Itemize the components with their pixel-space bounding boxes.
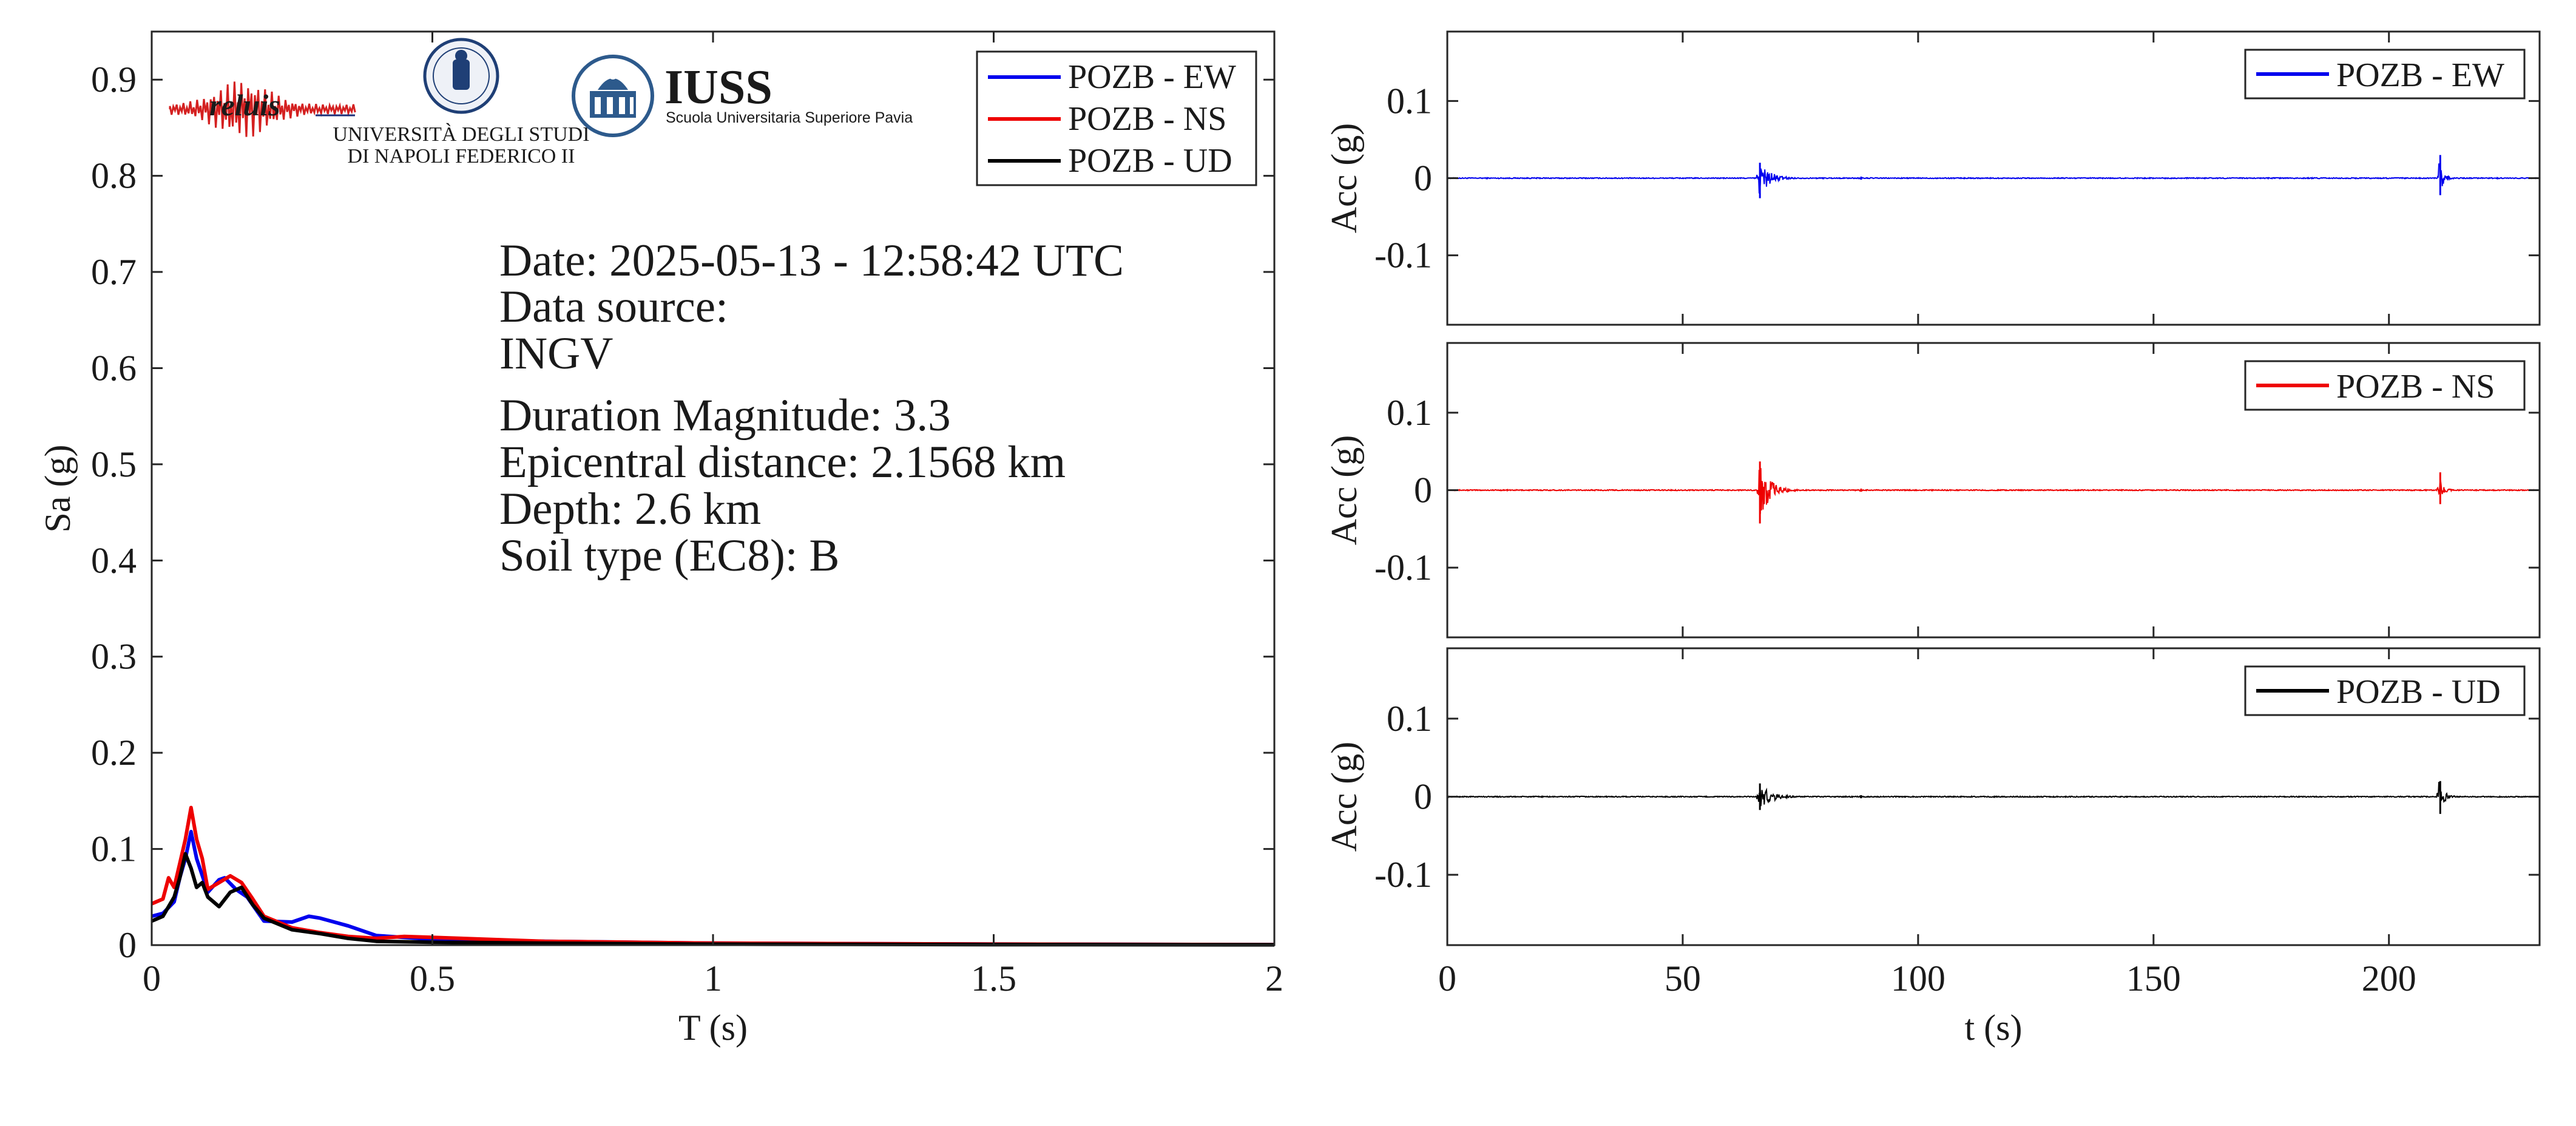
data-source-label: Data source: xyxy=(499,282,728,332)
soil-type: Soil type (EC8): B xyxy=(499,531,839,581)
y-tick-label: 0.3 xyxy=(91,637,137,677)
x-tick-label: 0 xyxy=(143,958,161,999)
event-date: Date: 2025-05-13 - 12:58:42 UTC xyxy=(499,236,1124,286)
y-tick-label: 0.1 xyxy=(91,829,137,869)
wave-trace xyxy=(169,81,356,137)
acc-y-axis-label: Acc (g) xyxy=(1324,435,1364,546)
spectrum-chart: 0 0.5 1 1.5 2 0 0.1 0.2 0.3 0.4 0.5 0.6 0.7 0.8 0.9 T… xyxy=(38,30,1283,1048)
x-tick-label: 150 xyxy=(2126,958,2181,999)
y-tick-label: 0 xyxy=(1414,777,1432,817)
iuss-emblem-icon xyxy=(572,55,654,137)
x-tick-label: 0 xyxy=(1438,958,1456,999)
y-tick-label: -0.1 xyxy=(1374,855,1432,895)
event-info: Date: 2025-05-13 - 12:58:42 UTC Data sou… xyxy=(499,236,1124,581)
y-tick-label: -0.1 xyxy=(1374,548,1432,588)
time-x-axis-label: t (s) xyxy=(1965,1008,2023,1048)
x-tick-label: 1.5 xyxy=(971,958,1016,999)
y-tick-label: 0.4 xyxy=(91,540,137,580)
acc-trace-ew xyxy=(1447,163,2540,194)
legend-label-ns: POZB - NS xyxy=(1068,100,1226,138)
reluis-wave-icon xyxy=(169,81,356,137)
y-tick-label: 0.7 xyxy=(91,252,137,292)
iuss-logo-subtitle: Scuola Universitaria Superiore Pavia xyxy=(666,109,913,126)
series-line-ud xyxy=(150,852,1275,947)
series-line-ew xyxy=(151,830,1275,947)
acc-y-axis-label: Acc (g) xyxy=(1324,742,1364,852)
x-tick-label: 1 xyxy=(704,958,722,999)
spectrum-y-axis-label: Sa (g) xyxy=(38,445,78,533)
y-tick-label: -0.1 xyxy=(1374,236,1432,276)
reluis-logo: reluis xyxy=(169,81,356,137)
iuss-logo: IUSS Scuola Universitaria Superiore Pavi… xyxy=(572,55,913,137)
duration-magnitude: Duration Magnitude: 3.3 xyxy=(499,390,951,441)
y-tick-label: 0.1 xyxy=(1387,393,1432,433)
y-tick-label: 0.8 xyxy=(91,156,137,196)
legend-box xyxy=(2244,665,2526,716)
data-source: INGV xyxy=(499,328,613,379)
legend-label: POZB - NS xyxy=(2336,368,2495,405)
epicentral-distance: Epicentral distance: 2.1568 km xyxy=(499,437,1066,487)
x-tick-label: 100 xyxy=(1891,958,1946,999)
unina-logo-line1: UNIVERSITÀ DEGLI STUDI xyxy=(333,123,589,146)
acc-y-axis-label: Acc (g) xyxy=(1324,123,1364,234)
acc-trace-ns xyxy=(1447,468,2540,514)
unina-logo: UNIVERSITÀ DEGLI STUDI DI NAPOLI FEDERIC… xyxy=(333,38,590,168)
y-tick-label: 0 xyxy=(118,925,137,965)
depth: Depth: 2.6 km xyxy=(499,484,761,534)
reluis-logo-text: reluis xyxy=(209,88,280,122)
spectrum-curves xyxy=(150,805,1275,947)
legend-label: POZB - UD xyxy=(2336,673,2501,711)
y-tick-label: 0 xyxy=(1414,158,1432,198)
legend-label-ew: POZB - EW xyxy=(1068,58,1236,96)
acc-legend-ew: POZB - EW xyxy=(2244,49,2526,100)
x-tick-label: 50 xyxy=(1665,958,1701,999)
legend-label: POZB - EW xyxy=(2336,56,2504,94)
y-tick-label: 0.9 xyxy=(91,59,137,100)
acc-panel-ud: 0.1 0 -0.1 0 50 100 150 200 Acc (g) POZB - UD xyxy=(1324,647,2541,999)
series-line-ns xyxy=(150,805,1275,947)
iuss-logo-name: IUSS xyxy=(664,61,772,114)
spectrum-y-ticks: 0 0.1 0.2 0.3 0.4 0.5 0.6 0.7 0.8 0.9 xyxy=(91,59,1274,965)
y-tick-label: 0.2 xyxy=(91,733,137,773)
y-tick-label: 0.1 xyxy=(1387,81,1432,121)
acc-trace-ud xyxy=(1447,781,2540,807)
legend-label-ud: POZB - UD xyxy=(1068,142,1232,180)
y-tick-label: 0 xyxy=(1414,470,1432,510)
y-tick-label: 0.5 xyxy=(91,444,137,484)
unina-logo-line2: DI NAPOLI FEDERICO II xyxy=(348,145,575,168)
acc-legend-ns: POZB - NS xyxy=(2244,360,2526,411)
x-tick-label: 200 xyxy=(2362,958,2416,999)
spectrum-x-ticks: 0 0.5 1 1.5 2 xyxy=(143,32,1283,999)
spectrum-legend: POZB - EW POZB - NS POZB - UD xyxy=(976,50,1257,186)
acc-legend-ud: POZB - UD xyxy=(2244,665,2526,716)
y-tick-label: 0.1 xyxy=(1387,699,1432,739)
y-tick-label: 0.6 xyxy=(91,348,137,388)
spectrum-legend-box xyxy=(976,50,1257,186)
unina-seal-icon xyxy=(423,38,499,114)
spectrum-x-axis-label: T (s) xyxy=(678,1008,748,1048)
x-tick-label: 0.5 xyxy=(410,958,455,999)
x-tick-label: 2 xyxy=(1265,958,1283,999)
